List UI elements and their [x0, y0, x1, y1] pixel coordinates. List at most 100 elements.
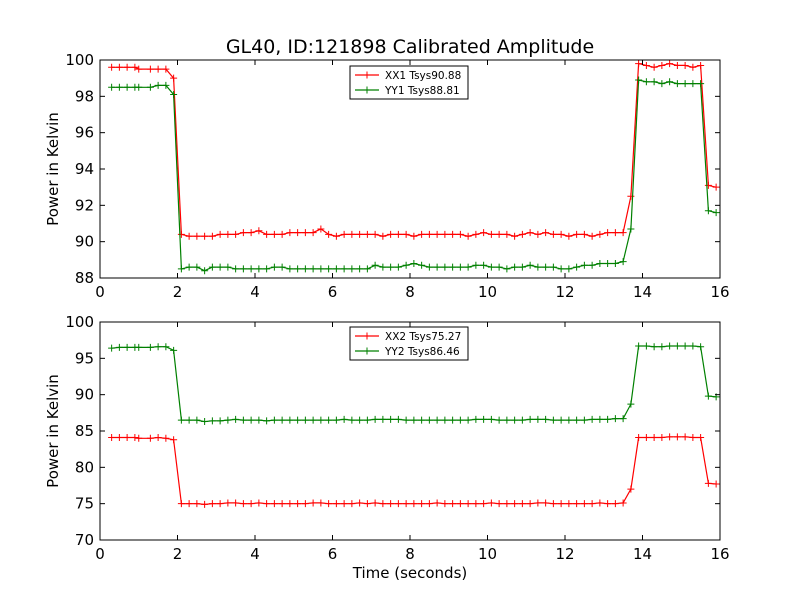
data-point [115, 434, 123, 442]
y-tick-label: 70 [75, 531, 94, 549]
data-point [185, 232, 193, 240]
data-point [464, 416, 472, 424]
data-point [526, 500, 534, 508]
data-point [596, 259, 604, 267]
chart-title: GL40, ID:121898 Calibrated Amplitude [226, 36, 594, 58]
data-point [449, 230, 457, 238]
data-point [325, 416, 333, 424]
data-point [146, 65, 154, 73]
data-point [611, 259, 619, 267]
data-point [363, 265, 371, 273]
data-point [332, 416, 340, 424]
data-point [208, 232, 216, 240]
data-point [666, 78, 674, 86]
data-point [309, 416, 317, 424]
data-point [681, 433, 689, 441]
y-tick-label: 92 [75, 196, 94, 214]
data-point [534, 415, 542, 423]
data-point [135, 343, 143, 351]
data-point [464, 232, 472, 240]
data-point [697, 61, 705, 69]
data-point [317, 499, 325, 507]
data-point [170, 346, 178, 354]
data-point [371, 261, 379, 269]
data-point [487, 415, 495, 423]
data-point [363, 416, 371, 424]
data-point [247, 265, 255, 273]
data-point [526, 229, 534, 237]
data-point [410, 500, 418, 508]
data-point [402, 500, 410, 508]
data-point [456, 500, 464, 508]
data-point [433, 416, 441, 424]
y-tick-label: 80 [75, 458, 94, 476]
data-point [216, 417, 224, 425]
data-point [270, 230, 278, 238]
data-point [394, 263, 402, 271]
data-point [681, 61, 689, 69]
data-point [573, 416, 581, 424]
data-point [542, 499, 550, 507]
data-point [348, 230, 356, 238]
data-point [433, 499, 441, 507]
data-point [518, 263, 526, 271]
top-panel: 0 2 4 6 8 10 12 14 16 88 90 92 94 96 98 100 Power in Kel… [44, 51, 730, 301]
data-point [247, 229, 255, 237]
y-tick-label: 75 [75, 495, 94, 513]
data-point [340, 265, 348, 273]
x-tick-label: 2 [173, 283, 183, 301]
data-point [154, 65, 162, 73]
y-tick-label: 88 [75, 269, 94, 287]
data-point [495, 263, 503, 271]
y-axis-title: Power in Kelvin [44, 112, 62, 226]
data-point [224, 416, 232, 424]
data-point [611, 500, 619, 508]
data-point [689, 434, 697, 442]
data-point [658, 343, 666, 351]
data-point [681, 342, 689, 350]
data-point [596, 499, 604, 507]
data-point [666, 433, 674, 441]
y-tick-label: 95 [75, 349, 94, 367]
data-point [123, 83, 131, 91]
data-point [650, 78, 658, 86]
data-point [635, 76, 643, 84]
data-point [689, 63, 697, 71]
data-point [627, 400, 635, 408]
data-point [325, 265, 333, 273]
data-point [658, 434, 666, 442]
x-tick-label: 4 [250, 545, 260, 563]
data-point [588, 232, 596, 240]
data-point [286, 500, 294, 508]
data-point [394, 230, 402, 238]
data-point [619, 258, 627, 266]
data-point [371, 415, 379, 423]
data-point [580, 261, 588, 269]
data-point [534, 499, 542, 507]
data-point [317, 416, 325, 424]
data-point [433, 230, 441, 238]
x-tick-label: 6 [328, 545, 338, 563]
data-point [433, 263, 441, 271]
data-point [286, 229, 294, 237]
data-point [185, 416, 193, 424]
data-point [650, 63, 658, 71]
legend-label: XX1 Tsys90.88 [385, 70, 461, 82]
data-point [456, 263, 464, 271]
data-point [526, 415, 534, 423]
data-point [604, 500, 612, 508]
data-point [441, 500, 449, 508]
data-point [177, 500, 185, 508]
data-point [208, 263, 216, 271]
data-point [611, 415, 619, 423]
data-point [604, 259, 612, 267]
data-point [387, 500, 395, 508]
y-axis-title: Power in Kelvin [44, 374, 62, 488]
data-point [135, 434, 143, 442]
data-point [557, 500, 565, 508]
data-point [363, 500, 371, 508]
data-point [635, 60, 643, 68]
data-point [565, 232, 573, 240]
data-point [511, 500, 519, 508]
data-point [193, 416, 201, 424]
